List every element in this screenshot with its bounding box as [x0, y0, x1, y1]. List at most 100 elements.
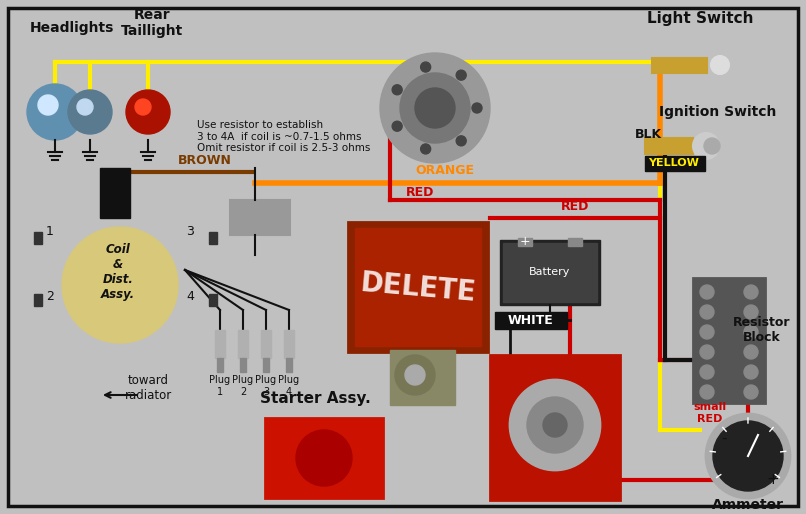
Text: DELETE: DELETE: [359, 269, 477, 307]
Bar: [286, 358, 292, 372]
Circle shape: [700, 385, 714, 399]
Bar: [34, 232, 42, 244]
Circle shape: [700, 345, 714, 359]
Circle shape: [27, 84, 83, 140]
Bar: [390, 350, 455, 405]
Circle shape: [77, 99, 93, 115]
Circle shape: [744, 345, 758, 359]
Bar: [348, 222, 488, 352]
Text: BLK: BLK: [635, 128, 662, 141]
Bar: [355, 228, 481, 346]
Circle shape: [744, 385, 758, 399]
Circle shape: [456, 136, 466, 146]
Text: Starter Assy.: Starter Assy.: [260, 391, 371, 406]
Circle shape: [706, 414, 790, 498]
Circle shape: [700, 305, 714, 319]
Bar: [34, 294, 42, 306]
Text: Ignition Switch: Ignition Switch: [659, 105, 777, 119]
Bar: [503, 243, 597, 302]
Bar: [568, 238, 582, 246]
Circle shape: [393, 121, 402, 131]
Text: Use resistor to establish
3 to 4A  if coil is ~0.7-1.5 ohms
Omit resistor if coi: Use resistor to establish 3 to 4A if coi…: [197, 120, 371, 153]
Circle shape: [395, 355, 435, 395]
Text: Ammeter: Ammeter: [712, 498, 784, 512]
Text: ORANGE: ORANGE: [416, 163, 475, 176]
Circle shape: [415, 88, 455, 128]
Text: Plug
2: Plug 2: [232, 375, 254, 397]
Circle shape: [393, 85, 402, 95]
Bar: [490, 355, 620, 500]
Bar: [209, 232, 217, 244]
Circle shape: [700, 365, 714, 379]
Bar: [495, 312, 567, 329]
Text: Plug
4: Plug 4: [278, 375, 300, 397]
Circle shape: [527, 397, 583, 453]
Circle shape: [456, 70, 466, 80]
Circle shape: [421, 144, 430, 154]
Text: 1: 1: [46, 225, 54, 238]
Circle shape: [380, 53, 490, 163]
Bar: [42, 168, 217, 343]
Bar: [693, 278, 765, 403]
Circle shape: [296, 430, 352, 486]
Bar: [240, 358, 246, 372]
Bar: [645, 156, 705, 171]
Circle shape: [510, 380, 600, 470]
Circle shape: [421, 62, 430, 72]
Bar: [500, 240, 600, 305]
Circle shape: [135, 99, 151, 115]
Circle shape: [744, 365, 758, 379]
Circle shape: [62, 227, 178, 343]
Bar: [238, 330, 248, 358]
Text: YELLOW: YELLOW: [649, 158, 700, 168]
Circle shape: [543, 413, 567, 437]
Bar: [652, 58, 707, 73]
Circle shape: [744, 285, 758, 299]
Bar: [230, 200, 290, 235]
Circle shape: [472, 103, 482, 113]
Text: -: -: [721, 431, 727, 446]
Circle shape: [704, 138, 720, 154]
Text: Coil
&
Dist.
Assy.: Coil & Dist. Assy.: [101, 243, 135, 301]
Bar: [265, 418, 383, 498]
Text: Light Switch: Light Switch: [646, 10, 754, 26]
Text: Plug
3: Plug 3: [256, 375, 276, 397]
Circle shape: [700, 285, 714, 299]
Text: Resistor
Block: Resistor Block: [733, 316, 791, 344]
Bar: [645, 138, 693, 154]
Text: RED: RED: [405, 187, 434, 199]
Bar: [209, 294, 217, 306]
Text: Rear
Taillight: Rear Taillight: [121, 8, 183, 38]
Circle shape: [68, 90, 112, 134]
Circle shape: [744, 325, 758, 339]
Circle shape: [38, 95, 58, 115]
Circle shape: [400, 73, 470, 143]
Circle shape: [700, 325, 714, 339]
Bar: [215, 330, 225, 358]
Text: BROWN: BROWN: [178, 154, 232, 167]
Text: Headlights: Headlights: [30, 21, 114, 35]
Text: Battery: Battery: [530, 267, 571, 277]
Text: 2: 2: [46, 290, 54, 303]
Bar: [518, 238, 532, 246]
Bar: [217, 358, 223, 372]
Text: +: +: [767, 472, 779, 487]
Circle shape: [693, 133, 719, 159]
Text: toward
radiator: toward radiator: [124, 374, 172, 402]
Text: 4: 4: [186, 290, 194, 303]
Text: small
RED: small RED: [693, 402, 726, 424]
Bar: [100, 168, 130, 218]
Circle shape: [126, 90, 170, 134]
Circle shape: [711, 56, 729, 74]
Text: +: +: [520, 235, 530, 248]
Text: Plug
1: Plug 1: [210, 375, 231, 397]
Text: RED: RED: [561, 200, 589, 213]
Bar: [284, 330, 294, 358]
Bar: [261, 330, 271, 358]
Text: WHITE: WHITE: [508, 314, 554, 326]
Circle shape: [744, 305, 758, 319]
Text: 3: 3: [186, 225, 194, 238]
Circle shape: [713, 421, 783, 491]
Circle shape: [405, 365, 425, 385]
Bar: [263, 358, 269, 372]
